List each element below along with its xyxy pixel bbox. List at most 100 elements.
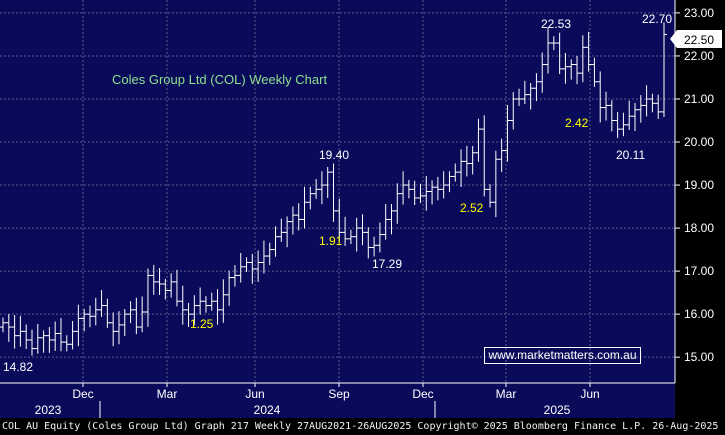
ohlc-bar (173, 269, 180, 307)
ohlc-bar (504, 105, 511, 162)
ohlc-bar (545, 27, 552, 74)
ohlc-bar (579, 35, 586, 83)
ohlc-bar (104, 298, 111, 328)
ohlc-bar (272, 226, 279, 257)
ohlc-bar (168, 273, 175, 298)
ohlc-bar (81, 308, 88, 332)
ohlc-bar (197, 287, 204, 315)
price-chart: 15.00 16.00 17.00 18.00 19.00 20.00 21.00 22.00… (0, 0, 722, 418)
chart-title: Coles Group Ltd (COL) Weekly Chart (112, 72, 327, 87)
ohlc-bar (179, 285, 186, 325)
ohlc-bar (133, 297, 140, 335)
ohlc-bar (632, 102, 639, 132)
y-tick-label: 20.00 (684, 135, 714, 149)
ohlc-bar (243, 257, 250, 272)
ohlc-bar (429, 180, 436, 205)
ohlc-bar (371, 236, 378, 257)
y-tick-label: 22.00 (684, 49, 714, 63)
ohlc-bar (92, 297, 99, 326)
ohlc-bar (620, 112, 627, 137)
price-annotations: 14.82 1.25 19.40 1.91 17.29 2.52 22.53 2.42 20.1… (3, 12, 672, 374)
ohlc-bar (75, 304, 82, 347)
ohlc-bar (23, 324, 30, 350)
ohlc-bar (86, 305, 93, 328)
ohlc-bar (405, 179, 412, 199)
price-annotation: 22.70 (642, 12, 672, 26)
ohlc-bar (603, 91, 610, 121)
ohlc-bar (469, 145, 476, 175)
ohlc-bar (342, 216, 349, 246)
ohlc-bar (475, 118, 482, 162)
watermark-link[interactable]: www.marketmatters.com.au (484, 347, 641, 364)
ohlc-bar (498, 138, 505, 173)
ohlc-bar (353, 217, 360, 252)
ohlc-bar (231, 265, 238, 287)
ohlc-bar (5, 314, 12, 342)
ohlc-bar (57, 318, 64, 352)
ohlc-bar (220, 279, 227, 323)
ohlc-bar (98, 290, 105, 317)
price-annotation: 1.25 (190, 317, 214, 331)
x-axis: Dec Mar Jun Sep Dec Mar Jun 2023 2024 2025 (0, 382, 675, 418)
y-tick-label: 23.00 (684, 6, 714, 20)
ohlc-bar (574, 55, 581, 85)
ohlc-bar (359, 214, 366, 246)
ohlc-bar (487, 184, 494, 208)
month-label: Sep (328, 387, 350, 401)
ohlc-bar (446, 171, 453, 193)
ohlc-bar (608, 100, 615, 132)
ohlc-bar (527, 83, 534, 110)
ohlc-bar (11, 315, 18, 349)
ohlc-bar (521, 80, 528, 105)
ohlc-bar (63, 335, 70, 352)
ohlc-bar (516, 88, 523, 107)
ohlc-bar (69, 321, 76, 350)
ohlc-bar (202, 296, 209, 313)
ohlc-bar (295, 203, 302, 231)
ohlc-bar (139, 296, 146, 333)
month-label: Mar (157, 387, 178, 401)
ohlc-bar (330, 163, 337, 222)
price-annotation: 19.40 (319, 148, 349, 162)
month-label: Dec (72, 387, 93, 401)
ohlc-bar (661, 22, 667, 118)
ohlc-bar (452, 163, 459, 182)
ohlc-bar (289, 206, 296, 235)
last-price-tag: 22.50 (670, 30, 722, 48)
ohlc-bar (278, 218, 285, 242)
ohlc-bar (110, 312, 117, 347)
ohlc-bar (626, 100, 633, 130)
ohlc-bar (347, 229, 354, 245)
ohlc-bar (318, 171, 325, 205)
ohlc-bar (643, 85, 650, 117)
month-label: Jun (245, 387, 264, 401)
ohlc-bar (550, 36, 557, 51)
y-tick-label: 18.00 (684, 221, 714, 235)
year-label: 2025 (544, 403, 571, 417)
price-annotation: 17.29 (372, 257, 402, 271)
ohlc-bar (562, 52, 569, 84)
ohlc-bar (533, 73, 540, 102)
year-label: 2024 (254, 403, 281, 417)
ohlc-bar (539, 52, 546, 93)
grid-lines (0, 0, 675, 383)
price-annotation: 2.42 (565, 116, 589, 130)
y-tick-label: 17.00 (684, 264, 714, 278)
y-tick-label: 21.00 (684, 92, 714, 106)
ohlc-bar (191, 295, 198, 326)
month-label: Dec (412, 387, 433, 401)
ohlc-bar (208, 292, 215, 311)
ohlc-bar (614, 111, 621, 139)
ohlc-bar (150, 265, 157, 295)
ohlc-bar (284, 216, 291, 248)
price-annotation: 22.53 (541, 17, 571, 31)
ohlc-bar (597, 71, 604, 123)
ohlc-bar (301, 186, 308, 229)
ohlc-bar (440, 171, 447, 199)
ohlc-bar (492, 150, 499, 218)
ohlc-bar (400, 171, 407, 205)
ohlc-bar (34, 324, 41, 354)
ohlc-bar (260, 240, 267, 274)
price-annotation: 1.91 (319, 234, 343, 248)
ohlc-bar (214, 289, 221, 325)
